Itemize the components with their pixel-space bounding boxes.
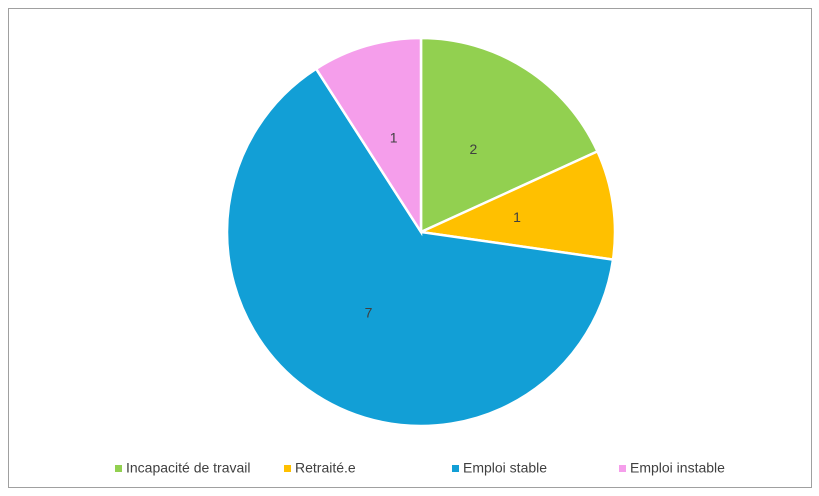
- pie-slice: [416, 149, 617, 262]
- data-label: 1: [390, 130, 398, 146]
- pie-slice: [419, 36, 600, 234]
- legend-label: Emploi stable: [463, 460, 547, 476]
- legend-label: Retraité.e: [295, 460, 356, 476]
- data-label: 2: [470, 141, 478, 157]
- pie-slice: [225, 67, 615, 428]
- data-label: 7: [365, 304, 373, 320]
- legend-label: Emploi instable: [630, 460, 725, 476]
- data-label: 1: [513, 209, 521, 225]
- legend-swatch: [284, 465, 291, 472]
- pie-slice: [314, 36, 423, 237]
- legend-swatch: [452, 465, 459, 472]
- legend-swatch: [115, 465, 122, 472]
- legend-label: Incapacité de travail: [126, 460, 251, 476]
- legend-swatch: [619, 465, 626, 472]
